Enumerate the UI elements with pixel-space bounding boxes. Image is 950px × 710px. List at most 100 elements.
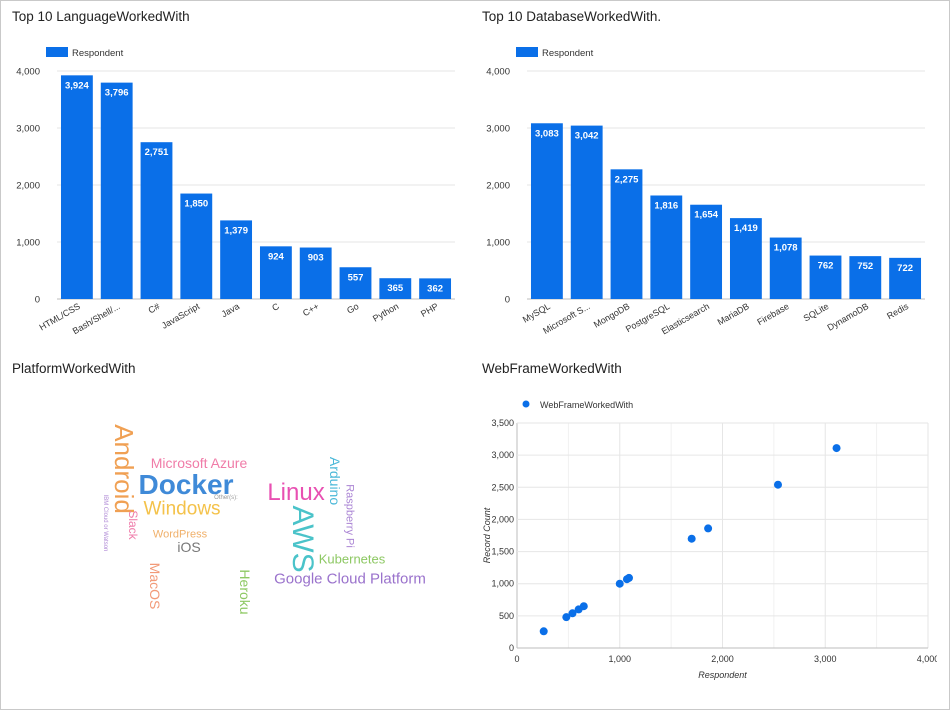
db-bar[interactable]	[889, 257, 922, 299]
lang-x-tick-label: JavaScript	[160, 301, 202, 331]
db-bar[interactable]	[610, 169, 643, 299]
webframe-y-tick-label: 2,000	[491, 514, 514, 524]
db-bar-value-label: 1,816	[654, 200, 678, 211]
lang-bar[interactable]	[259, 246, 292, 299]
lang-bar-value-label: 362	[427, 283, 443, 294]
webframe-x-axis-label: Respondent	[698, 670, 747, 680]
lang-x-tick-label: C	[270, 301, 281, 313]
webframe-point[interactable]	[687, 534, 696, 543]
wordcloud-word: AWS	[286, 505, 319, 573]
wordcloud-word: Heroku	[237, 569, 253, 615]
wordcloud-word: Slack	[126, 510, 140, 540]
lang-bar[interactable]	[339, 267, 372, 299]
wordcloud-word: Google Cloud Platform	[274, 570, 426, 588]
lang-y-tick-label: 0	[35, 295, 40, 306]
lang-bar[interactable]	[140, 142, 173, 299]
db-y-tick-label: 4,000	[486, 67, 510, 78]
webframe-scatter-chart[interactable]: WebFrameWorkedWith 0 1,000 2,000 3,000 4,000 0…	[482, 361, 937, 691]
db-x-tick-label: MariaDB	[716, 301, 751, 327]
lang-bar-value-label: 924	[268, 251, 285, 262]
webframe-y-tick-label: 1,000	[491, 579, 514, 589]
lang-bar[interactable]	[379, 278, 412, 299]
webframe-x-tick-label: 2,000	[711, 654, 734, 664]
webframe-y-tick-label: 2,500	[491, 482, 514, 492]
wordcloud-word: Linux	[267, 479, 325, 506]
wordcloud-word: MacOS	[147, 562, 163, 610]
platform-wordcloud: Android Microsoft Azure Docker Other(s): Win…	[12, 361, 467, 701]
db-y-tick-label: 0	[505, 295, 510, 306]
webframe-x-tick-label: 4,000	[917, 654, 937, 664]
webframe-y-tick-label: 3,000	[491, 450, 514, 460]
wordcloud-word: Raspberry Pi	[343, 484, 356, 548]
lang-bar[interactable]	[180, 193, 213, 299]
webframe-x-tick-label: 0	[514, 654, 519, 664]
webframe-point[interactable]	[539, 627, 548, 636]
wordcloud-word: IBM Cloud or Watson	[102, 494, 108, 552]
lang-x-tick-label: Python	[371, 301, 400, 324]
wordcloud-word: Windows	[143, 498, 221, 520]
db-bar-value-label: 3,083	[535, 128, 559, 139]
db-x-tick-label: MySQL	[521, 301, 552, 325]
wordcloud-word: Kubernetes	[318, 551, 386, 567]
language-chart-panel: Top 10 LanguageWorkedWith Respondent 0 1,0…	[12, 9, 467, 349]
db-x-tick-label: SQLite	[802, 301, 831, 323]
db-bar-value-label: 762	[818, 261, 834, 272]
language-bar-chart[interactable]: Respondent01,0002,0003,0004,0003,924HTML…	[12, 9, 467, 339]
lang-bar-value-label: 3,924	[65, 80, 89, 91]
db-legend-swatch	[516, 47, 538, 57]
database-bar-chart[interactable]: Respondent 0 1,000 2,000 3,000 4,000 3,083 MySQ…	[482, 9, 937, 339]
language-chart-title: Top 10 LanguageWorkedWith	[12, 9, 190, 24]
webframe-y-tick-label: 500	[499, 611, 514, 621]
db-x-tick-label: Firebase	[755, 301, 790, 327]
webframe-point[interactable]	[624, 573, 633, 582]
webframe-point[interactable]	[579, 602, 588, 611]
lang-x-tick-label: C#	[147, 301, 162, 315]
lang-bar[interactable]	[419, 278, 452, 299]
lang-bar[interactable]	[60, 75, 93, 299]
webframe-legend-label: WebFrameWorkedWith	[540, 400, 633, 410]
lang-bar-value-label: 903	[308, 253, 324, 264]
database-chart-title: Top 10 DatabaseWorkedWith.	[482, 9, 662, 24]
lang-bar[interactable]	[220, 220, 253, 299]
wordcloud-word: Microsoft Azure	[150, 455, 248, 471]
webframe-point[interactable]	[832, 444, 841, 453]
webframe-point[interactable]	[704, 524, 713, 533]
webframe-y-tick-label: 0	[509, 643, 514, 653]
wordcloud-word: Android	[109, 424, 139, 514]
lang-x-tick-label: Go	[345, 301, 360, 316]
webframe-legend-marker	[522, 400, 530, 408]
db-bar[interactable]	[650, 195, 683, 299]
webframe-x-tick-label: 1,000	[608, 654, 631, 664]
db-legend-label: Respondent	[542, 48, 594, 59]
webframe-point[interactable]	[773, 480, 782, 489]
lang-bar-value-label: 365	[387, 283, 404, 294]
db-bar[interactable]	[769, 237, 802, 299]
db-bar[interactable]	[570, 125, 603, 299]
lang-x-tick-label: PHP	[419, 301, 440, 319]
lang-bar-value-label: 1,850	[184, 199, 208, 210]
db-bar[interactable]	[809, 255, 842, 299]
db-bar[interactable]	[690, 204, 723, 299]
db-bar[interactable]	[729, 218, 762, 299]
webframe-point[interactable]	[562, 613, 571, 622]
lang-legend-swatch	[46, 47, 68, 57]
lang-bar-value-label: 2,751	[145, 147, 169, 158]
webframe-point[interactable]	[615, 579, 624, 588]
wordcloud-word: Other(s):	[214, 495, 238, 501]
db-bar[interactable]	[530, 123, 563, 299]
platform-wordcloud-panel: PlatformWorkedWith Android Microsoft Azur…	[12, 361, 467, 701]
db-bar-value-label: 722	[897, 263, 913, 274]
db-bar-value-label: 1,419	[734, 223, 758, 234]
db-bar-value-label: 3,042	[575, 131, 599, 142]
wordcloud-word: iOS	[177, 539, 201, 555]
webframe-point[interactable]	[568, 609, 577, 618]
db-bar[interactable]	[849, 256, 882, 299]
lang-bar[interactable]	[299, 247, 332, 299]
lang-y-tick-label: 2,000	[16, 181, 40, 192]
lang-legend-label: Respondent	[72, 48, 124, 59]
lang-bar-value-label: 3,796	[105, 88, 129, 99]
platform-chart-title: PlatformWorkedWith	[12, 361, 136, 376]
db-bar-value-label: 2,275	[615, 174, 639, 185]
lang-bar[interactable]	[100, 82, 133, 300]
